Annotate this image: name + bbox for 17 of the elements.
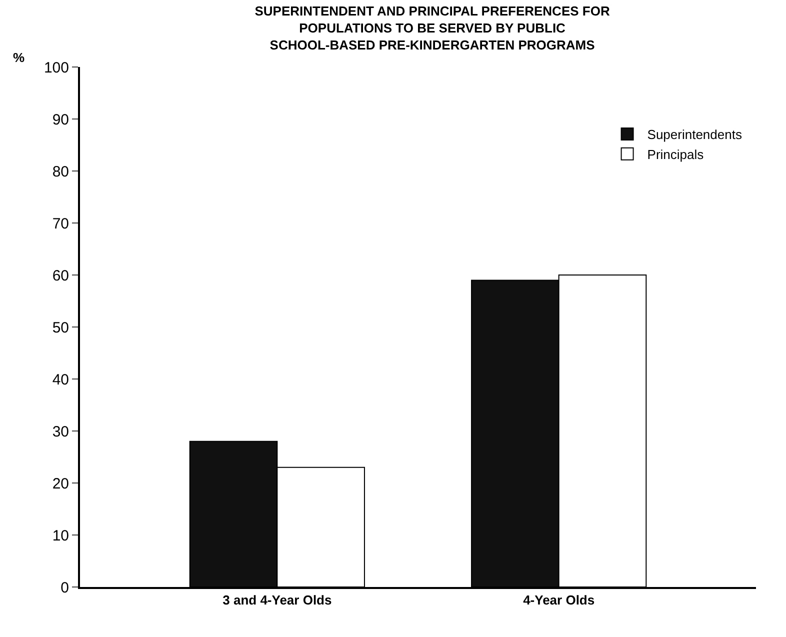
y-tick-label: 90 — [52, 111, 69, 128]
legend-label: Superintendents — [647, 127, 742, 142]
y-tick-label: 50 — [52, 319, 69, 336]
legend-label: Principals — [647, 146, 704, 162]
x-tick-label: 4-Year Olds — [523, 592, 595, 608]
y-tick-label: 30 — [52, 423, 69, 440]
y-tick-label: 0 — [60, 579, 69, 596]
y-tick-label: 20 — [52, 475, 69, 492]
x-tick-label: 3 and 4-Year Olds — [222, 592, 332, 608]
y-tick-label: 10 — [52, 527, 69, 544]
y-tick-label: 100 — [44, 59, 69, 76]
y-tick-label: 60 — [52, 267, 69, 284]
y-tick-label: 80 — [52, 163, 69, 180]
chart-title: SUPERINTENDENT AND PRINCIPAL PREFERENCES FOR POPULATIONS TO BE SERVED BY PUBLIC SCHOOL-BASED PRE-KINDERGARTEN PROGRAMS — [254, 4, 610, 52]
y-tick-label: 40 — [52, 371, 69, 388]
y-axis-title: % — [13, 50, 25, 65]
y-tick-label: 70 — [52, 215, 69, 232]
